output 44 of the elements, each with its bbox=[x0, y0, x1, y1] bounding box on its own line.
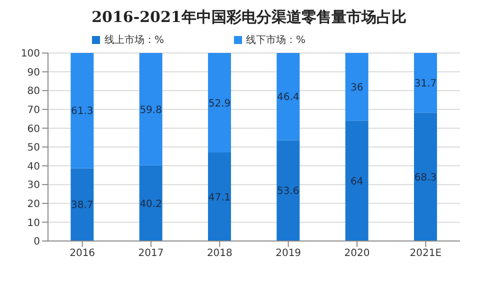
legend-label: 线下市场：% bbox=[246, 35, 306, 46]
y-tick-label: 20 bbox=[27, 198, 40, 210]
data-label: 61.3 bbox=[71, 106, 94, 118]
bar bbox=[276, 140, 300, 241]
bar bbox=[345, 120, 368, 241]
legend-label: 线上市场：% bbox=[104, 35, 164, 46]
data-label: 64 bbox=[350, 176, 364, 188]
bar bbox=[208, 152, 231, 241]
y-tick-label: 10 bbox=[27, 218, 40, 229]
y-tick-label: 40 bbox=[27, 161, 40, 172]
y-tick-label: 80 bbox=[27, 86, 40, 98]
data-label: 46.4 bbox=[277, 92, 300, 104]
y-tick-label: 30 bbox=[27, 180, 40, 192]
y-tick-label: 50 bbox=[27, 142, 40, 154]
y-tick-label: 100 bbox=[20, 48, 40, 60]
data-label: 36 bbox=[350, 82, 364, 94]
x-tick-label: 2017 bbox=[138, 248, 164, 260]
bar bbox=[345, 53, 368, 121]
bar bbox=[276, 53, 300, 140]
x-tick-label: 2018 bbox=[206, 248, 232, 260]
y-tick-label: 70 bbox=[27, 104, 40, 116]
bar bbox=[139, 165, 162, 241]
bar bbox=[70, 168, 94, 241]
data-label: 53.6 bbox=[277, 186, 300, 198]
bar bbox=[414, 53, 437, 113]
bar bbox=[208, 53, 231, 152]
data-label: 38.7 bbox=[71, 200, 94, 212]
data-label: 59.8 bbox=[140, 104, 162, 116]
y-tick-label: 60 bbox=[27, 124, 40, 135]
chart-title: 2016-2021年中国彩电分渠道零售量市场占比 bbox=[90, 8, 408, 27]
x-tick-label: 2020 bbox=[344, 248, 370, 260]
data-label: 68.3 bbox=[414, 172, 437, 184]
x-tick-label: 2016 bbox=[70, 248, 96, 260]
data-label: 47.1 bbox=[208, 192, 231, 204]
bar bbox=[414, 112, 437, 241]
data-label: 40.2 bbox=[140, 198, 162, 210]
y-tick-label: 90 bbox=[27, 67, 40, 78]
x-tick-label: 2021E bbox=[410, 248, 442, 260]
data-label: 31.7 bbox=[414, 78, 437, 90]
x-tick-label: 2019 bbox=[276, 248, 302, 260]
data-label: 52.9 bbox=[208, 98, 231, 110]
bar bbox=[70, 53, 94, 168]
y-tick-label: 0 bbox=[34, 236, 40, 248]
bar bbox=[139, 53, 162, 166]
